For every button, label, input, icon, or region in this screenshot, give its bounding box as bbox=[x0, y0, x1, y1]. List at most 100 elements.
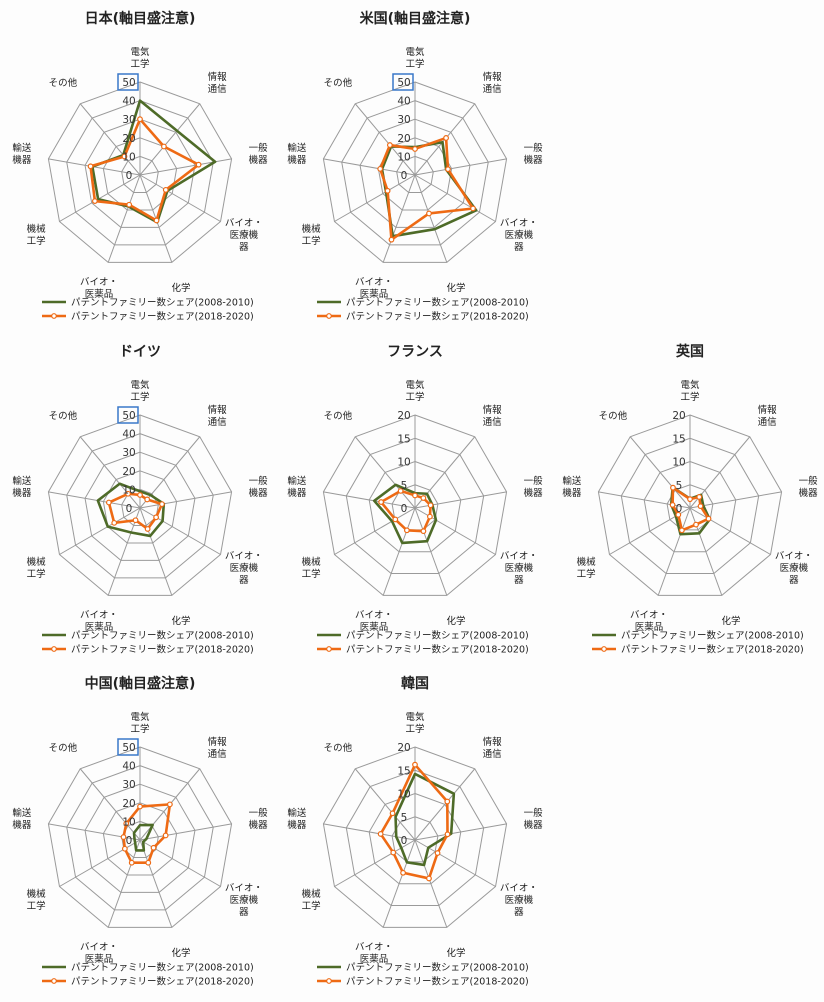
axis-label-line: 通信 bbox=[208, 83, 227, 95]
axis-label: バイオ・医療機器 bbox=[500, 883, 538, 918]
data-point bbox=[670, 503, 675, 508]
legend-label: パテントファミリー数シェア(2008-2010) bbox=[71, 297, 254, 309]
axis-label-line: 電気 bbox=[405, 46, 425, 58]
axis-label-line: 化学 bbox=[447, 282, 466, 294]
series-line-0 bbox=[134, 825, 153, 851]
axis-label-line: 医療機 bbox=[780, 562, 809, 574]
tick-label: 20 bbox=[122, 133, 135, 145]
axis-label-line: バイオ・ bbox=[355, 942, 393, 953]
axis-label-line: 医療機 bbox=[505, 894, 534, 906]
axis-label-line: その他 bbox=[324, 77, 353, 89]
data-point bbox=[697, 495, 702, 500]
axis-label-line: 機器 bbox=[562, 487, 582, 499]
axis-label-line: バイオ・ bbox=[775, 551, 813, 562]
data-point bbox=[405, 528, 410, 533]
tick-label: 50 bbox=[122, 410, 135, 422]
axis-spoke bbox=[140, 508, 172, 595]
axis-label-line: 機械 bbox=[27, 223, 47, 235]
data-point bbox=[168, 802, 173, 807]
data-point bbox=[160, 502, 165, 507]
axis-label: バイオ・医薬品 bbox=[80, 942, 118, 965]
data-point bbox=[127, 202, 132, 207]
data-point bbox=[427, 876, 432, 881]
radar-chart-6: 韓国05101520電気工学情報通信一般機器バイオ・医療機器化学バイオ・医薬品機… bbox=[287, 675, 543, 988]
tick-label: 0 bbox=[401, 170, 408, 182]
data-point bbox=[389, 237, 394, 242]
axis-label-line: 器 bbox=[789, 575, 799, 586]
data-point bbox=[379, 500, 384, 505]
tick-label: 20 bbox=[122, 798, 135, 810]
axis-label-line: 電気 bbox=[130, 711, 150, 723]
axis-label-line: その他 bbox=[49, 410, 78, 422]
tick-label: 20 bbox=[397, 133, 410, 145]
data-point bbox=[428, 514, 433, 519]
axis-label-line: 化学 bbox=[172, 615, 191, 627]
axis-label-line: 輸送 bbox=[12, 807, 32, 819]
data-point bbox=[471, 206, 476, 211]
axis-label-line: その他 bbox=[49, 742, 78, 754]
axis-label: 輸送機器 bbox=[287, 807, 307, 831]
data-point bbox=[145, 527, 150, 532]
legend-label: パテントファミリー数シェア(2018-2020) bbox=[346, 644, 529, 656]
tick-label: 20 bbox=[397, 410, 410, 422]
axis-label-line: 一般 bbox=[799, 475, 819, 487]
axis-label: バイオ・医療機器 bbox=[225, 218, 263, 253]
axis-label-line: 通信 bbox=[208, 748, 227, 760]
axis-label-line: 電気 bbox=[405, 379, 425, 391]
axis-label-line: 一般 bbox=[249, 142, 269, 154]
data-point bbox=[123, 846, 128, 851]
axis-label: 機械工学 bbox=[302, 223, 322, 247]
axis-label-line: 機器 bbox=[249, 819, 269, 831]
data-point bbox=[112, 521, 117, 526]
axis-label-line: 化学 bbox=[447, 615, 466, 627]
data-point bbox=[401, 870, 406, 875]
axis-label-line: 工学 bbox=[405, 58, 424, 70]
axis-label: 機械工学 bbox=[577, 556, 597, 580]
axis-label-line: 工学 bbox=[27, 568, 46, 580]
axis-label-line: 機器 bbox=[524, 487, 544, 499]
tick-label: 10 bbox=[397, 789, 410, 801]
axis-label-line: 化学 bbox=[172, 282, 191, 294]
tick-label: 20 bbox=[122, 466, 135, 478]
axis-label: バイオ・医療機器 bbox=[500, 551, 538, 586]
legend-label: パテントファミリー数シェア(2018-2020) bbox=[71, 976, 254, 988]
axis-label: バイオ・医薬品 bbox=[630, 610, 668, 633]
axis-label-line: 工学 bbox=[302, 568, 321, 580]
axis-label-line: 通信 bbox=[208, 416, 227, 428]
axis-label-line: バイオ・ bbox=[355, 610, 393, 621]
tick-label: 0 bbox=[126, 835, 133, 847]
axis-label-line: その他 bbox=[599, 410, 628, 422]
axis-label-line: 化学 bbox=[447, 947, 466, 959]
tick-label: 15 bbox=[397, 433, 410, 445]
axis-label: その他 bbox=[324, 77, 353, 89]
tick-label: 10 bbox=[122, 816, 135, 828]
axis-label-line: 工学 bbox=[302, 235, 321, 247]
axis-label-line: 機器 bbox=[287, 819, 307, 831]
axis-spoke bbox=[140, 840, 172, 927]
data-point bbox=[393, 517, 398, 522]
data-point bbox=[163, 188, 168, 193]
legend-label: パテントファミリー数シェア(2008-2010) bbox=[71, 630, 254, 642]
axis-label: 電気工学 bbox=[130, 46, 150, 70]
data-point bbox=[163, 833, 168, 838]
axis-label-line: 工学 bbox=[27, 235, 46, 247]
data-point bbox=[427, 211, 432, 216]
axis-label-line: バイオ・ bbox=[500, 551, 538, 562]
axis-label: 一般機器 bbox=[524, 475, 544, 499]
axis-label: 情報通信 bbox=[208, 404, 228, 428]
axis-label-line: 機器 bbox=[249, 154, 269, 166]
axis-label-line: 化学 bbox=[172, 947, 191, 959]
tick-label: 10 bbox=[122, 484, 135, 496]
data-point bbox=[196, 162, 201, 167]
axis-label: 電気工学 bbox=[680, 379, 700, 403]
axis-label-line: その他 bbox=[324, 742, 353, 754]
axis-label: 化学 bbox=[172, 947, 191, 959]
axis-label-line: 輸送 bbox=[287, 142, 307, 154]
legend-label: パテントファミリー数シェア(2018-2020) bbox=[71, 311, 254, 323]
legend-marker bbox=[327, 314, 332, 319]
axis-label: 化学 bbox=[172, 615, 191, 627]
axis-label: バイオ・医療機器 bbox=[775, 551, 813, 586]
axis-label-line: 機械 bbox=[302, 223, 322, 235]
data-point bbox=[391, 850, 396, 855]
